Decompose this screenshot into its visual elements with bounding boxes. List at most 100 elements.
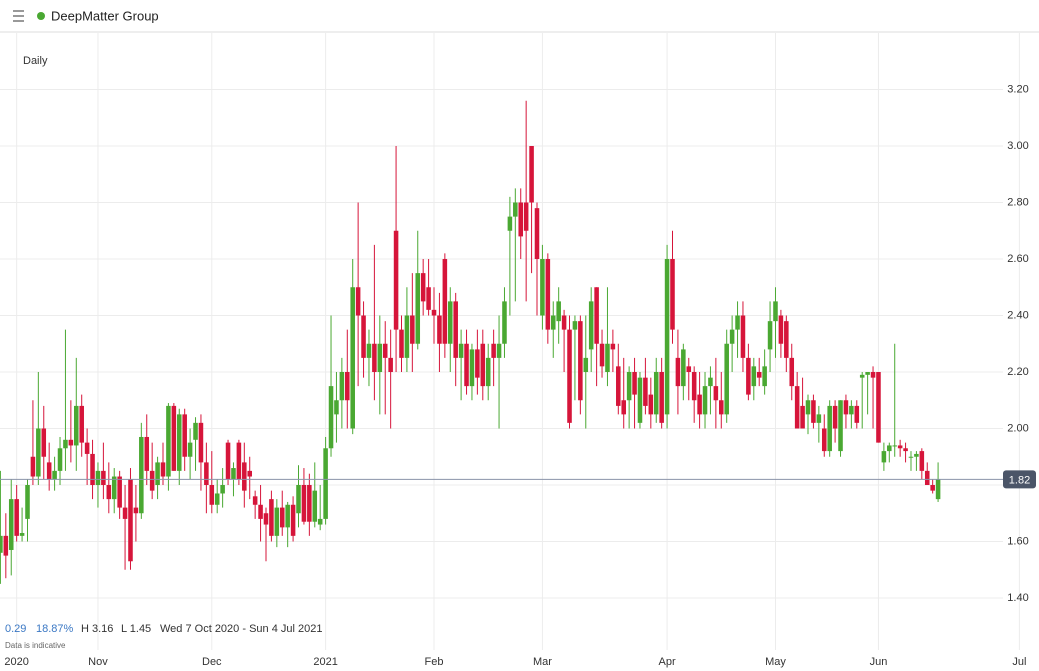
last-price-tag xyxy=(1003,470,1036,489)
candle-body xyxy=(854,405,860,423)
candle-body xyxy=(317,518,323,525)
candle-body xyxy=(122,507,128,519)
candle-body xyxy=(865,372,870,375)
candle-body xyxy=(507,216,513,231)
candle-body xyxy=(550,315,556,330)
candle-body xyxy=(664,259,670,415)
candle-body xyxy=(653,372,659,415)
candle-body xyxy=(843,400,849,415)
candle-body xyxy=(713,386,719,401)
x-tick-label: 2020 xyxy=(4,656,28,668)
candle-body xyxy=(540,259,545,316)
x-tick-label: Nov xyxy=(88,656,108,668)
candle-body xyxy=(41,428,47,457)
candle-body xyxy=(8,499,14,550)
candle-body xyxy=(935,479,941,500)
candle-body xyxy=(204,462,209,485)
candle-body xyxy=(399,329,404,358)
candle-body xyxy=(686,366,692,372)
candle-body xyxy=(502,301,507,344)
candle-body xyxy=(447,301,453,344)
candle-body xyxy=(881,451,887,463)
candle-body xyxy=(702,386,708,415)
candle-body xyxy=(236,442,242,480)
candle-body xyxy=(144,436,150,471)
candle-body xyxy=(155,462,160,485)
x-tick-label: Apr xyxy=(659,656,676,668)
candle-body xyxy=(756,372,762,378)
y-tick-label: 2.80 xyxy=(1007,196,1028,208)
candle-body xyxy=(242,462,247,491)
candle-body xyxy=(225,442,231,480)
candle-body xyxy=(523,202,529,231)
candle-body xyxy=(90,453,95,485)
y-tick-label: 2.60 xyxy=(1007,253,1028,265)
interval-label: Daily xyxy=(23,55,48,67)
candle-body xyxy=(214,493,220,505)
menu-icon[interactable] xyxy=(13,10,24,22)
candle-body xyxy=(345,372,350,401)
candle-body xyxy=(63,439,68,449)
candle-body xyxy=(849,405,854,415)
candle-body xyxy=(594,287,599,344)
candle-body xyxy=(74,405,79,446)
candle-body xyxy=(95,470,101,485)
candle-body xyxy=(101,470,106,485)
candle-body xyxy=(914,453,919,457)
candle-body xyxy=(751,366,757,387)
candle-body xyxy=(903,448,908,452)
candle-body xyxy=(632,372,637,395)
candle-body xyxy=(892,445,898,447)
candle-body xyxy=(821,428,827,452)
candle-body xyxy=(198,422,204,463)
x-tick-label: May xyxy=(765,656,786,668)
candle-body xyxy=(908,456,914,458)
candle-body xyxy=(187,442,193,457)
candle-body xyxy=(355,287,361,316)
candle-body xyxy=(366,343,372,358)
candle-body xyxy=(79,405,84,443)
header-bar xyxy=(0,0,1039,32)
candle-body xyxy=(724,343,729,415)
candle-body xyxy=(176,414,182,471)
candle-body xyxy=(128,479,133,562)
candle-body xyxy=(410,315,415,344)
candle-body xyxy=(859,374,865,378)
x-tick-label: Jul xyxy=(1012,656,1026,668)
candle-body xyxy=(404,315,410,358)
candle-body xyxy=(263,513,269,525)
candle-body xyxy=(708,377,713,387)
candle-body xyxy=(659,372,664,423)
candle-body xyxy=(719,400,724,415)
candle-body xyxy=(274,507,280,536)
candle-body xyxy=(458,343,464,358)
x-tick-label: Feb xyxy=(425,656,444,668)
candle-body xyxy=(166,405,171,477)
candle-body xyxy=(334,400,339,415)
candle-body xyxy=(133,507,139,514)
candle-body xyxy=(52,470,57,480)
y-tick-label: 2.00 xyxy=(1007,422,1028,434)
candle-body xyxy=(361,315,366,358)
y-tick-label: 1.40 xyxy=(1007,592,1028,604)
candle-body xyxy=(930,485,935,491)
candle-body xyxy=(382,343,388,358)
candle-body xyxy=(247,470,253,477)
candle-body xyxy=(773,301,778,322)
candle-body xyxy=(14,499,19,536)
y-tick-label: 2.40 xyxy=(1007,309,1028,321)
candle-body xyxy=(794,386,800,429)
status-dot xyxy=(37,12,45,20)
candle-body xyxy=(46,462,52,480)
candle-body xyxy=(534,208,540,259)
candle-body xyxy=(800,405,805,429)
candle-body xyxy=(626,372,632,401)
y-tick-label: 1.60 xyxy=(1007,535,1028,547)
candle-body xyxy=(578,321,583,401)
candle-body xyxy=(19,533,25,536)
y-tick-label: 3.20 xyxy=(1007,83,1028,95)
plot-area: 2020 Nov Dec 2021 Feb Mar Apr May Jun Jul 1.40 1.60… xyxy=(0,33,1036,668)
candle-body xyxy=(3,535,9,556)
